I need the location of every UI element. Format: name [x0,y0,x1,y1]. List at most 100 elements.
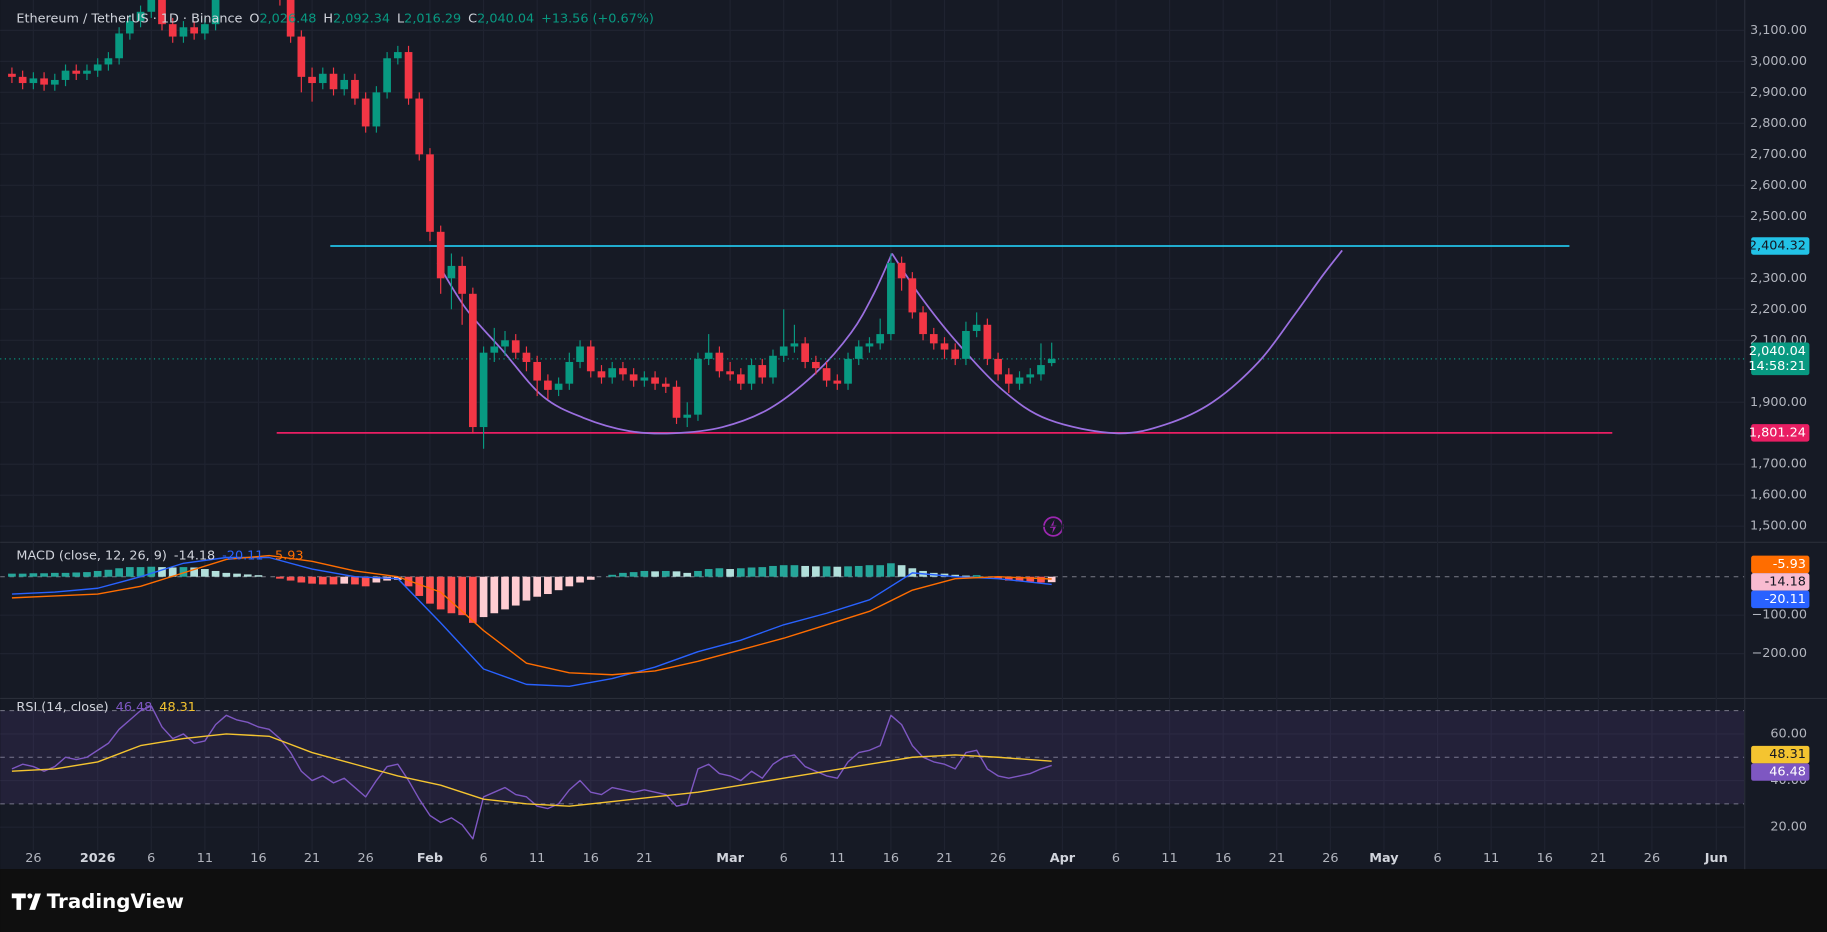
legend-item: 2,040.04 [477,11,534,26]
histogram-bar [544,576,552,595]
legend-item: O [249,11,259,26]
legend-item: 2,026.48 [259,11,316,26]
histogram-bar [372,576,381,583]
price-label: 2,404.32 [1749,238,1806,253]
brand-name[interactable]: TradingView [47,890,184,913]
x-tick-label: 21 [1269,851,1285,866]
y-tick-label: 1,600.00 [1750,488,1807,503]
logo-dot[interactable] [27,893,33,899]
candle-body [393,52,402,59]
candle-body [125,21,134,34]
candle-body [533,361,542,381]
candle-body [511,340,520,353]
histogram-bar [1004,576,1013,581]
histogram-bar [1047,576,1056,583]
histogram-bar [897,565,906,577]
candle-body [1015,377,1024,384]
candle-body [994,358,1002,375]
candle-body [469,293,477,428]
candle-body [736,374,745,384]
histogram-bar [479,576,488,618]
candle-body [115,33,123,59]
x-tick-label: 11 [529,851,545,866]
x-tick-label: 16 [1215,851,1231,866]
histogram-bar [747,567,756,577]
brand-logo[interactable]: TradingView [11,890,184,913]
legend-item: 46.48 [116,700,153,715]
candle-body [554,383,563,390]
candle-body [168,24,177,37]
histogram-bar [511,576,520,606]
histogram-bar [168,567,177,577]
footer [0,869,1827,932]
candle-body [586,346,595,372]
candle-body [640,377,649,381]
x-tick-label: 6 [147,851,155,866]
candle-body [844,358,852,384]
candle-body [694,358,702,415]
y-tick-label: 2,500.00 [1750,209,1807,224]
histogram-bar [147,566,156,577]
candle-body [447,265,456,279]
x-tick-label: 6 [1433,851,1441,866]
histogram-bar [533,576,542,597]
candle-body [72,70,81,74]
x-tick-label: 6 [780,851,788,866]
candle-body [329,73,338,90]
histogram-bar [136,567,145,577]
price-label-box [1751,573,1810,591]
histogram-bar [661,570,670,577]
histogram-bar [308,576,316,584]
logo-slash[interactable] [29,893,41,910]
x-tick-label: 11 [829,851,845,866]
histogram-bar [93,570,102,577]
chart-background [0,0,1827,870]
histogram-bar [329,576,338,585]
candle-body [951,349,960,359]
histogram-bar [351,576,359,585]
candle-body [458,265,466,294]
x-tick-label: 16 [883,851,899,866]
candle-body [361,98,370,127]
candle-body [18,76,27,84]
x-tick-label: 16 [250,851,266,866]
candle-body [158,0,166,25]
y-tick-label: 60.00 [1770,726,1807,741]
histogram-bar [522,576,531,601]
histogram-bar [61,572,70,577]
candle-body [93,64,102,71]
histogram-bar [469,576,477,623]
histogram-bar [40,573,48,577]
price-label: 14:58:21 [1748,359,1805,374]
x-tick-label: 11 [1161,851,1177,866]
histogram-bar [715,568,724,577]
legend-item: 2,016.29 [404,11,461,26]
histogram-bar [222,572,231,577]
histogram-bar [887,563,895,577]
histogram-bar [29,573,38,577]
candle-body [565,361,574,384]
candle-body [769,355,777,378]
price-label: -5.93 [1773,557,1806,572]
candle-body [351,79,359,99]
candle-body [651,377,659,384]
candle-body [801,343,809,362]
rsi-line [11,705,1052,840]
histogram-bar [8,573,16,577]
candle-body [372,92,381,127]
histogram-bar [83,572,91,577]
candle-body [201,24,209,34]
logo-mark[interactable] [11,893,26,910]
candle-body [661,383,670,387]
candle-body [190,27,199,34]
histogram-bar [994,576,1002,579]
price-label: -14.18 [1765,574,1806,589]
candle-body [726,371,734,375]
price-label-box [1751,342,1810,376]
histogram-bar [18,573,27,577]
y-tick-label: 1,500.00 [1750,519,1807,534]
candle-body [29,78,38,84]
pane-rsi [0,705,1745,840]
candle-body [908,278,917,313]
